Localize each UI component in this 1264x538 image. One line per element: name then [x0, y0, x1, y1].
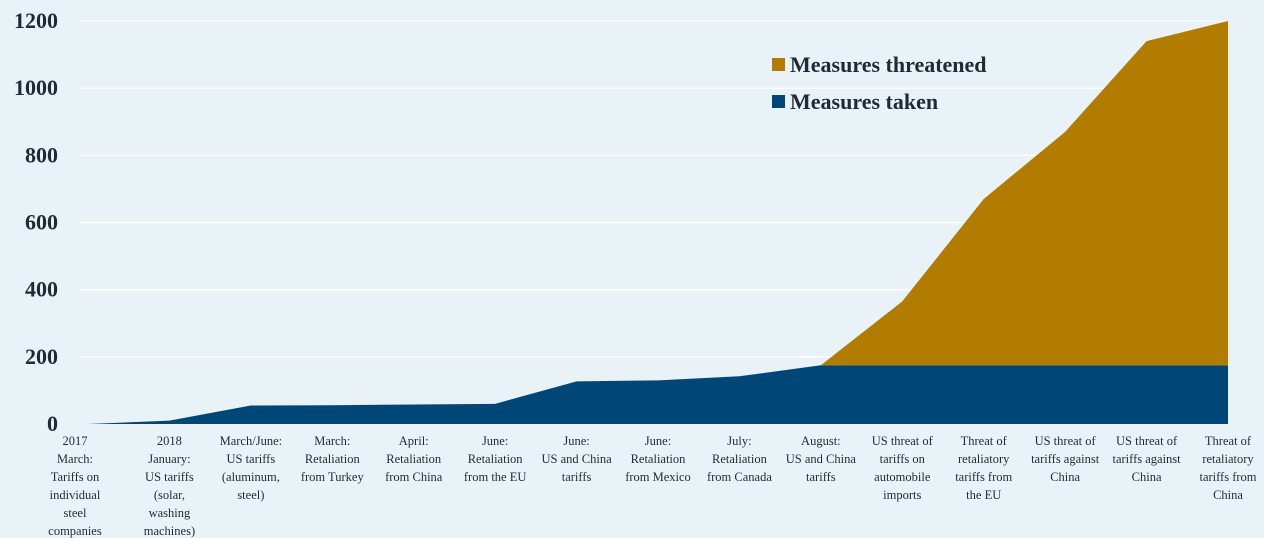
x-tick-label-line: April:: [399, 434, 429, 448]
x-tick-label: 2017 March: Tariffs on individual steel compa…: [48, 434, 102, 538]
x-tick-label-line: the EU: [966, 488, 1001, 502]
x-tick-label: June: Retaliation from the EU: [464, 434, 526, 484]
x-tick-label: June: Retaliation from Mexico: [625, 434, 691, 484]
legend: Measures threatened Measures taken: [772, 52, 987, 114]
series-area-measures-taken: [88, 365, 1228, 424]
x-tick-label-line: China: [1050, 470, 1080, 484]
x-tick-label-line: US tariffs: [226, 452, 275, 466]
x-tick-label-line: China: [1132, 470, 1162, 484]
x-axis: 2017 March: Tariffs on individual steel compa…: [48, 434, 1257, 538]
x-tick-label-line: July:: [727, 434, 751, 448]
x-tick-label-line: June:: [482, 434, 508, 448]
x-tick-label-line: steel: [64, 506, 87, 520]
x-tick-label-line: companies: [48, 524, 102, 538]
x-tick-label-line: June:: [563, 434, 589, 448]
x-tick-label-line: March/June:: [220, 434, 282, 448]
x-tick-label-line: Retaliation: [712, 452, 768, 466]
x-tick-label: Threat of retaliatory tariffs from the EU: [955, 434, 1012, 502]
x-tick-label-line: individual: [50, 488, 101, 502]
x-tick-label-line: machines): [144, 524, 195, 538]
y-tick-label: 600: [25, 210, 58, 235]
y-tick-label: 1200: [14, 8, 58, 33]
x-tick-label-line: retaliatory: [958, 452, 1010, 466]
x-tick-label-line: US threat of: [1035, 434, 1097, 448]
x-tick-label-line: January:: [148, 452, 190, 466]
x-tick-label-line: March:: [314, 434, 350, 448]
x-tick-label-line: tariffs from: [1199, 470, 1256, 484]
x-tick-label-line: tariffs on: [880, 452, 926, 466]
x-tick-label-line: August:: [801, 434, 841, 448]
x-tick-label-line: China: [1213, 488, 1243, 502]
x-tick-label: March: Retaliation from Turkey: [301, 434, 365, 484]
x-tick-label-line: tariffs: [562, 470, 592, 484]
x-tick-label-line: from Turkey: [301, 470, 365, 484]
y-tick-label: 1000: [14, 75, 58, 100]
x-tick-label-line: March:: [57, 452, 93, 466]
x-tick-label-line: from China: [385, 470, 443, 484]
x-tick-label-line: (aluminum,: [222, 470, 280, 484]
x-tick-label: Threat of retaliatory tariffs from China: [1199, 434, 1256, 502]
x-tick-label-line: tariffs from: [955, 470, 1012, 484]
x-tick-label: June: US and China tariffs: [542, 434, 613, 484]
x-tick-label: July: Retaliation from Canada: [707, 434, 772, 484]
legend-swatch: [772, 95, 785, 108]
x-tick-label-line: retaliatory: [1202, 452, 1254, 466]
x-tick-label: US threat of tariffs against China: [1031, 434, 1100, 484]
x-tick-label: April: Retaliation from China: [385, 434, 443, 484]
x-tick-label-line: tariffs: [806, 470, 836, 484]
legend-label: Measures taken: [790, 89, 938, 114]
x-tick-label-line: US threat of: [1116, 434, 1178, 448]
x-tick-label-line: imports: [883, 488, 921, 502]
x-tick-label-line: US threat of: [872, 434, 934, 448]
x-tick-label-line: Threat of: [961, 434, 1008, 448]
x-tick-label-line: Tariffs on: [51, 470, 100, 484]
x-tick-label-line: (solar,: [154, 488, 185, 502]
x-tick-label-line: from the EU: [464, 470, 526, 484]
x-tick-label-line: US tariffs: [145, 470, 194, 484]
legend-label: Measures threatened: [790, 52, 987, 77]
y-tick-label: 200: [25, 344, 58, 369]
x-tick-label-line: Threat of: [1205, 434, 1252, 448]
area-layers: [88, 21, 1228, 424]
x-tick-label-line: Retaliation: [468, 452, 524, 466]
x-tick-label-line: Retaliation: [386, 452, 442, 466]
x-tick-label-line: Retaliation: [305, 452, 361, 466]
series-area-measures-threatened: [88, 21, 1228, 424]
x-tick-label: US threat of tariffs on automobile imports: [872, 434, 934, 502]
x-tick-label: 2018 January: US tariffs (solar, washing mach…: [144, 434, 195, 538]
x-tick-label-line: from Canada: [707, 470, 772, 484]
x-tick-label: US threat of tariffs against China: [1112, 434, 1181, 484]
y-axis: 0 200 400 600 800 1000 1200: [14, 8, 58, 436]
y-tick-label: 400: [25, 277, 58, 302]
x-tick-label-line: tariffs against: [1112, 452, 1181, 466]
x-tick-label-line: 2017: [63, 434, 88, 448]
legend-swatch: [772, 58, 785, 71]
x-tick-label: March/June: US tariffs (aluminum, steel): [220, 434, 282, 502]
x-tick-label-line: US and China: [542, 452, 613, 466]
y-tick-label: 0: [47, 411, 58, 436]
x-tick-label-line: 2018: [157, 434, 182, 448]
x-tick-label-line: June:: [645, 434, 671, 448]
x-tick-label-line: US and China: [786, 452, 857, 466]
y-tick-label: 800: [25, 142, 58, 167]
x-tick-label-line: Retaliation: [631, 452, 687, 466]
x-tick-label-line: from Mexico: [625, 470, 691, 484]
x-tick-label: August: US and China tariffs: [786, 434, 857, 484]
x-tick-label-line: steel): [237, 488, 264, 502]
x-tick-label-line: washing: [149, 506, 191, 520]
x-tick-label-line: automobile: [874, 470, 931, 484]
x-tick-label-line: tariffs against: [1031, 452, 1100, 466]
